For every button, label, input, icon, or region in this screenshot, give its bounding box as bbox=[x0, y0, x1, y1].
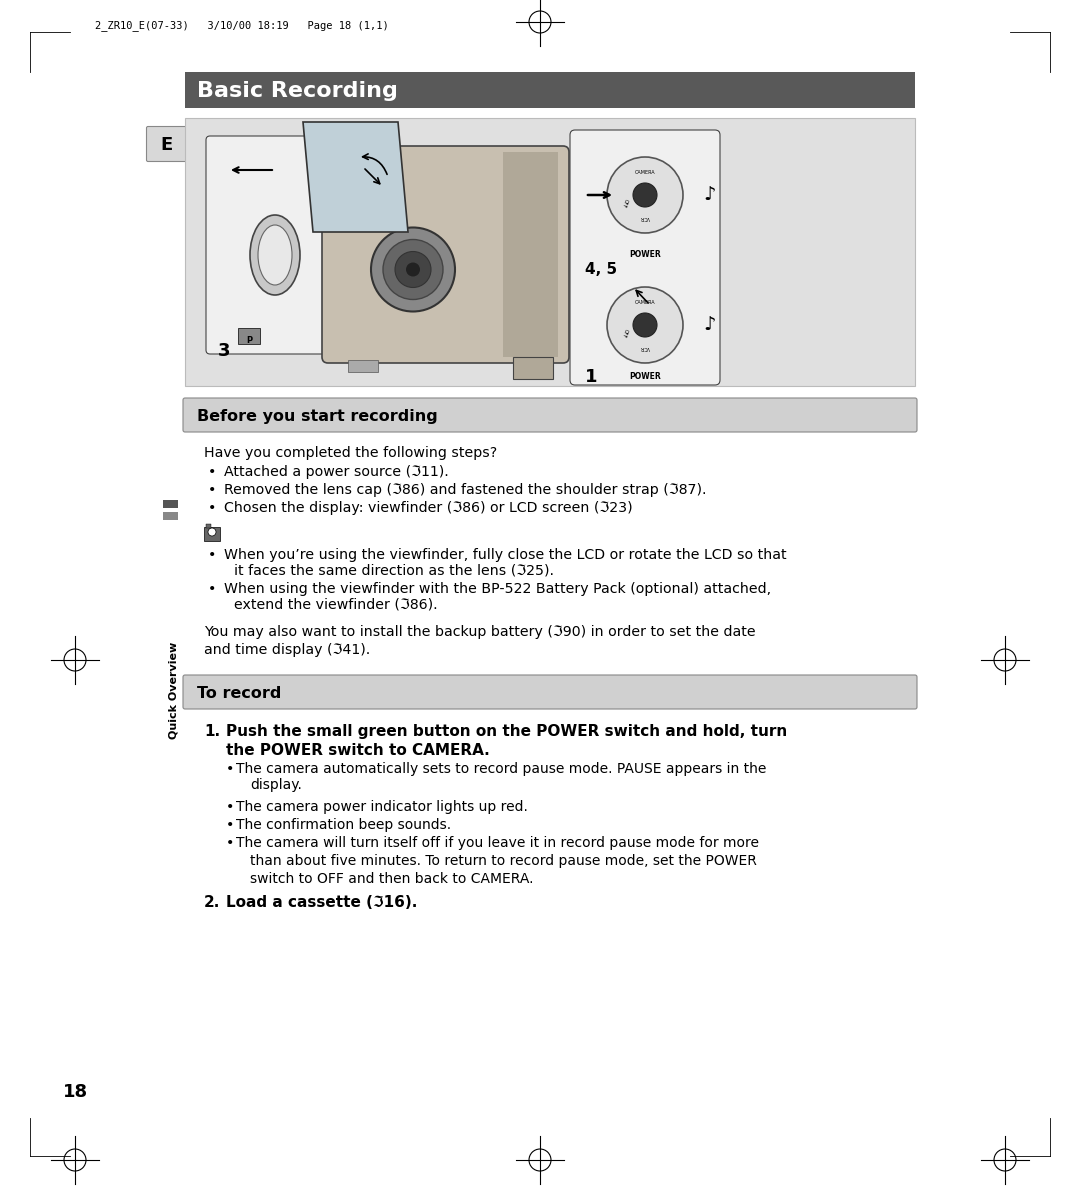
Ellipse shape bbox=[249, 215, 300, 295]
Text: The camera power indicator lights up red.: The camera power indicator lights up red… bbox=[237, 800, 528, 814]
Text: 1.: 1. bbox=[204, 723, 220, 739]
Circle shape bbox=[208, 527, 216, 536]
FancyBboxPatch shape bbox=[147, 126, 187, 162]
Text: E: E bbox=[160, 135, 173, 154]
Text: Quick Overview: Quick Overview bbox=[168, 642, 178, 739]
Text: •: • bbox=[208, 582, 216, 596]
Text: Load a cassette (ℑ16).: Load a cassette (ℑ16). bbox=[226, 895, 417, 910]
Circle shape bbox=[406, 263, 420, 277]
Bar bbox=[503, 152, 558, 358]
Text: •: • bbox=[226, 819, 234, 832]
Text: •: • bbox=[208, 501, 216, 516]
Text: Before you start recording: Before you start recording bbox=[197, 409, 437, 423]
FancyBboxPatch shape bbox=[206, 135, 345, 354]
Text: •: • bbox=[208, 465, 216, 479]
Text: •: • bbox=[208, 548, 216, 562]
Text: POWER: POWER bbox=[630, 372, 661, 381]
Text: the POWER switch to CAMERA.: the POWER switch to CAMERA. bbox=[226, 742, 489, 758]
Circle shape bbox=[633, 183, 657, 207]
FancyBboxPatch shape bbox=[183, 675, 917, 709]
Text: When you’re using the viewfinder, fully close the LCD or rotate the LCD so that: When you’re using the viewfinder, fully … bbox=[224, 548, 786, 562]
Bar bbox=[163, 500, 178, 508]
Circle shape bbox=[383, 240, 443, 299]
Text: Push the small green button on the POWER switch and hold, turn: Push the small green button on the POWER… bbox=[226, 723, 787, 739]
Text: 2_ZR10_E(07-33)   3/10/00 18:19   Page 18 (1,1): 2_ZR10_E(07-33) 3/10/00 18:19 Page 18 (1… bbox=[95, 20, 389, 31]
Bar bbox=[185, 72, 915, 108]
Text: extend the viewfinder (ℑ86).: extend the viewfinder (ℑ86). bbox=[234, 598, 437, 612]
Text: The camera will turn itself off if you leave it in record pause mode for more: The camera will turn itself off if you l… bbox=[237, 836, 759, 849]
Text: it faces the same direction as the lens (ℑ25).: it faces the same direction as the lens … bbox=[234, 564, 554, 579]
Text: Chosen the display: viewfinder (ℑ86) or LCD screen (ℑ23): Chosen the display: viewfinder (ℑ86) or … bbox=[224, 501, 633, 516]
Circle shape bbox=[607, 157, 683, 233]
Text: display.: display. bbox=[249, 778, 302, 792]
Circle shape bbox=[607, 287, 683, 364]
Text: CAMERA: CAMERA bbox=[635, 301, 656, 305]
Bar bbox=[513, 358, 553, 379]
Text: •: • bbox=[226, 800, 234, 814]
FancyBboxPatch shape bbox=[183, 398, 917, 432]
Text: 2.: 2. bbox=[204, 895, 220, 910]
Text: ♪: ♪ bbox=[704, 316, 716, 335]
Text: CAMERA: CAMERA bbox=[635, 171, 656, 176]
Text: and time display (ℑ41).: and time display (ℑ41). bbox=[204, 643, 370, 657]
Text: POWER: POWER bbox=[630, 249, 661, 259]
FancyBboxPatch shape bbox=[322, 146, 569, 364]
Circle shape bbox=[372, 227, 455, 311]
Bar bbox=[206, 524, 211, 527]
Text: Have you completed the following steps?: Have you completed the following steps? bbox=[204, 446, 497, 460]
Text: switch to OFF and then back to CAMERA.: switch to OFF and then back to CAMERA. bbox=[249, 872, 534, 886]
Bar bbox=[185, 118, 915, 386]
Text: than about five minutes. To return to record pause mode, set the POWER: than about five minutes. To return to re… bbox=[249, 854, 757, 868]
Text: The confirmation beep sounds.: The confirmation beep sounds. bbox=[237, 819, 451, 832]
Circle shape bbox=[395, 252, 431, 287]
Text: The camera automatically sets to record pause mode. PAUSE appears in the: The camera automatically sets to record … bbox=[237, 762, 767, 776]
FancyBboxPatch shape bbox=[570, 129, 720, 385]
Circle shape bbox=[633, 312, 657, 337]
Text: 4, 5: 4, 5 bbox=[585, 263, 617, 277]
Bar bbox=[238, 328, 260, 345]
Text: To record: To record bbox=[197, 685, 282, 701]
Text: 3: 3 bbox=[218, 342, 230, 360]
Bar bbox=[204, 527, 220, 541]
Text: VCR: VCR bbox=[640, 215, 650, 220]
Text: OFF: OFF bbox=[620, 197, 629, 208]
Text: ♪: ♪ bbox=[704, 185, 716, 204]
Bar bbox=[163, 512, 178, 520]
Text: You may also want to install the backup battery (ℑ90) in order to set the date: You may also want to install the backup … bbox=[204, 625, 756, 639]
Polygon shape bbox=[303, 122, 408, 232]
Ellipse shape bbox=[258, 225, 292, 285]
Text: •: • bbox=[226, 762, 234, 776]
Text: 18: 18 bbox=[63, 1083, 89, 1101]
Text: •: • bbox=[208, 484, 216, 497]
Text: When using the viewfinder with the BP-522 Battery Pack (optional) attached,: When using the viewfinder with the BP-52… bbox=[224, 582, 771, 596]
Text: Basic Recording: Basic Recording bbox=[197, 81, 397, 101]
Bar bbox=[348, 360, 378, 372]
Text: OFF: OFF bbox=[620, 328, 629, 337]
Text: •: • bbox=[226, 836, 234, 849]
Text: Removed the lens cap (ℑ86) and fastened the shoulder strap (ℑ87).: Removed the lens cap (ℑ86) and fastened … bbox=[224, 484, 706, 497]
Text: P: P bbox=[246, 336, 252, 345]
Text: VCR: VCR bbox=[640, 345, 650, 349]
Text: 1: 1 bbox=[585, 368, 597, 386]
Text: Attached a power source (ℑ11).: Attached a power source (ℑ11). bbox=[224, 465, 449, 479]
